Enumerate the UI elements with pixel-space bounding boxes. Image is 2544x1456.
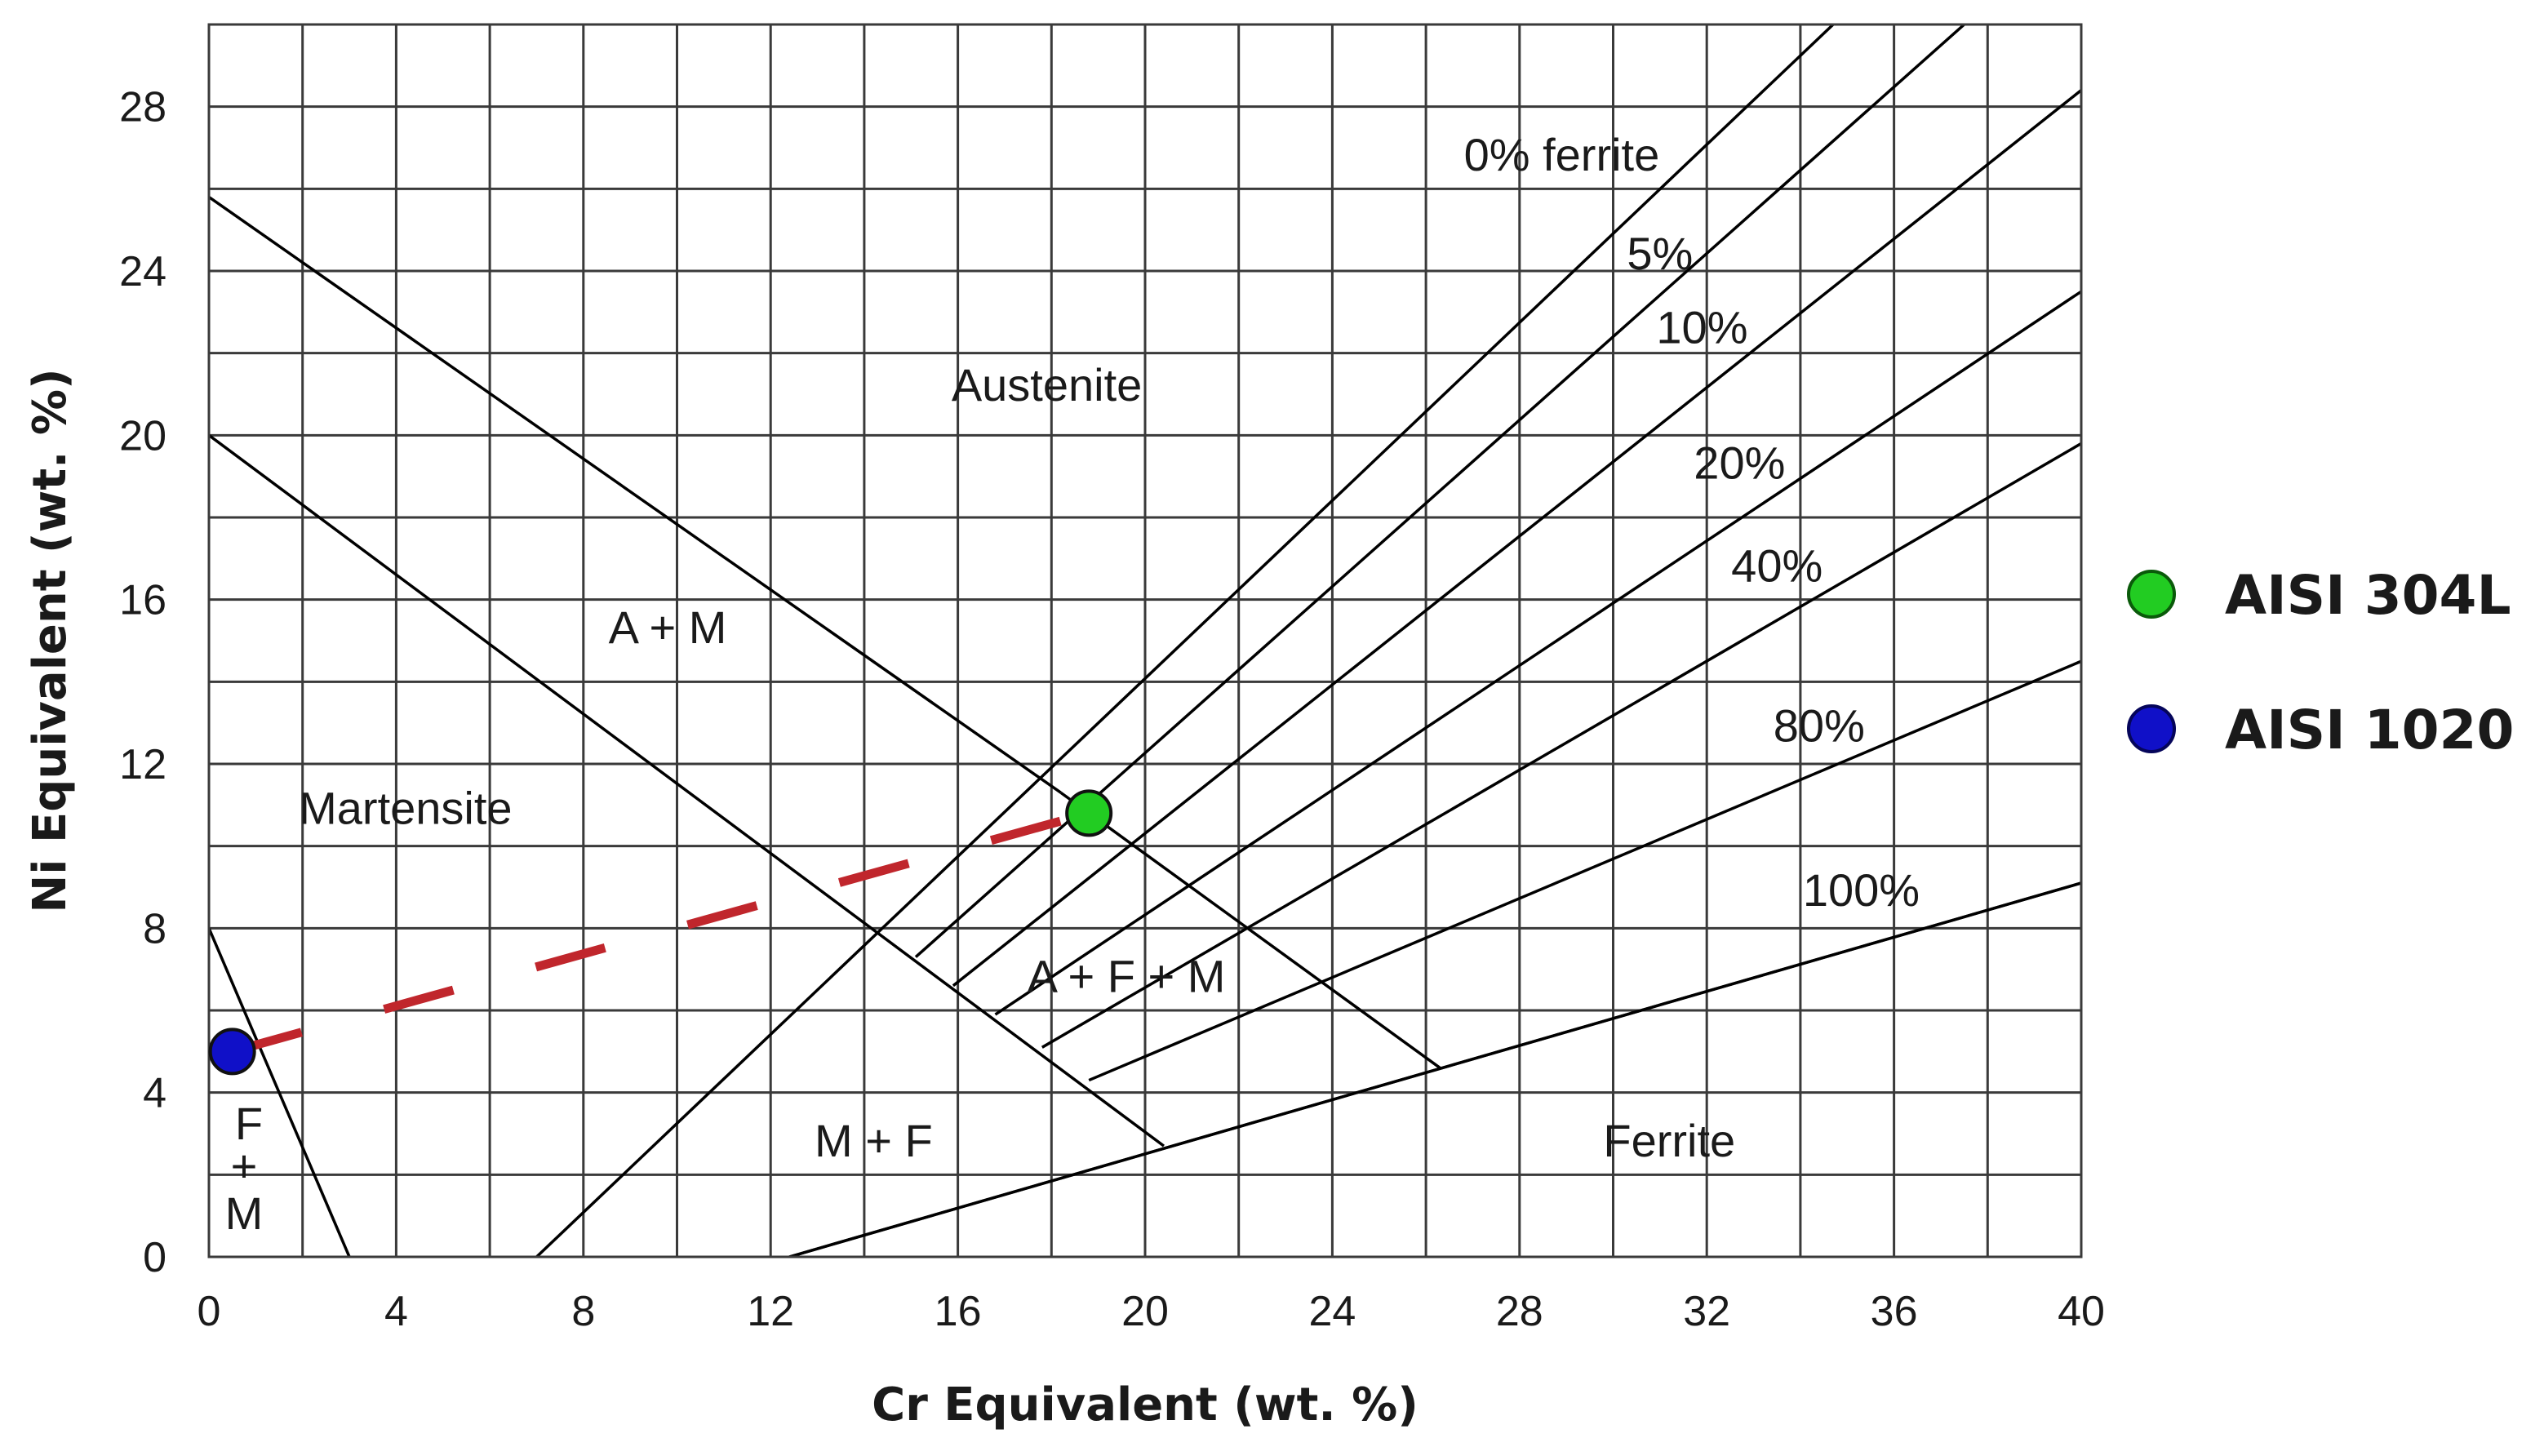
x-tick-label: 16	[935, 1288, 982, 1335]
legend-marker-aisi-1020	[2127, 704, 2176, 753]
x-tick-label: 0	[198, 1288, 221, 1335]
x-tick-labels: 0 4 8 12 16 20 24 28 32 36 40	[198, 1288, 2105, 1335]
tie-line	[231, 809, 1090, 1056]
y-tick-labels: 0 4 8 12 16 20 24 28	[119, 84, 166, 1281]
boundary-austenite-martensite	[209, 195, 1062, 794]
region-label-austenite: Austenite	[952, 359, 1143, 411]
region-label-ferrite: Ferrite	[1603, 1115, 1735, 1166]
y-tick-label: 0	[143, 1234, 166, 1281]
x-tick-label: 36	[1871, 1288, 1918, 1335]
y-tick-label: 20	[119, 412, 166, 459]
ferrite-label-40: 40%	[1731, 539, 1823, 591]
x-axis-title: Cr Equivalent (wt. %)	[872, 1378, 1419, 1432]
region-labels: Austenite A + M Martensite A + F + M M + F Fe…	[299, 359, 1735, 1166]
region-label-a-m: A + M	[609, 601, 727, 653]
legend: AISI 304L AISI 1020	[2127, 564, 2514, 761]
x-tick-label: 24	[1308, 1288, 1356, 1335]
fm-label-line-1: F	[235, 1098, 263, 1149]
boundary-fm-boundary	[209, 927, 351, 1257]
ferrite-line-0-ferrite	[535, 24, 1835, 1257]
y-tick-label: 24	[119, 248, 166, 295]
legend-marker-aisi-304l	[2127, 570, 2176, 619]
x-tick-label: 20	[1121, 1288, 1169, 1335]
data-point-aisi-1020	[208, 1028, 256, 1076]
x-tick-label: 32	[1683, 1288, 1730, 1335]
data-point-aisi-304l	[1065, 789, 1113, 837]
ferrite-labels: 0% ferrite 5% 10% 20% 40% 80% 100%	[1464, 129, 1920, 916]
y-tick-label: 16	[119, 577, 166, 624]
legend-label-aisi-304l: AISI 304L	[2225, 564, 2511, 627]
grid	[207, 23, 2083, 1258]
region-label-m-f: M + F	[815, 1115, 933, 1166]
x-tick-label: 8	[571, 1288, 595, 1335]
ferrite-line-10	[952, 89, 2081, 988]
legend-label-aisi-1020: AISI 1020	[2225, 699, 2514, 761]
data-points	[208, 789, 1113, 1076]
ferrite-line-20	[994, 290, 2081, 1016]
x-tick-label: 40	[2058, 1288, 2105, 1335]
y-tick-label: 28	[119, 84, 166, 131]
ferrite-label-5: 5%	[1627, 228, 1693, 279]
ferrite-line-80	[1088, 659, 2081, 1082]
x-tick-label: 12	[747, 1288, 794, 1335]
ferrite-label-20: 20%	[1694, 437, 1785, 489]
region-label-martensite: Martensite	[299, 782, 512, 833]
plot-frame	[207, 23, 2083, 1258]
y-tick-label: 4	[143, 1070, 166, 1117]
x-tick-label: 28	[1496, 1288, 1543, 1335]
boundary-am-upper-extension	[1059, 791, 1441, 1069]
tie-line-dashed	[231, 809, 1090, 1056]
region-label-a-f-m: A + F + M	[1028, 951, 1226, 1002]
fm-region-label: F + M	[225, 1098, 264, 1239]
ferrite-line-100	[788, 881, 2081, 1257]
boundary-martensite-lower	[209, 433, 1165, 1147]
y-axis-title: Ni Equivalent (wt. %)	[24, 368, 77, 912]
ferrite-label-80: 80%	[1774, 700, 1865, 752]
ferrite-iso-lines	[535, 24, 2081, 1257]
y-tick-label: 8	[143, 905, 166, 952]
fm-label-line-3: M	[225, 1187, 264, 1239]
fm-label-line-2: +	[231, 1140, 258, 1192]
ferrite-label-0-ferrite: 0% ferrite	[1464, 129, 1660, 180]
ferrite-line-40	[1041, 442, 2081, 1049]
ferrite-label-10: 10%	[1656, 301, 1747, 353]
x-tick-label: 4	[384, 1288, 408, 1335]
ferrite-label-100: 100%	[1803, 864, 1920, 916]
y-tick-label: 12	[119, 741, 166, 788]
